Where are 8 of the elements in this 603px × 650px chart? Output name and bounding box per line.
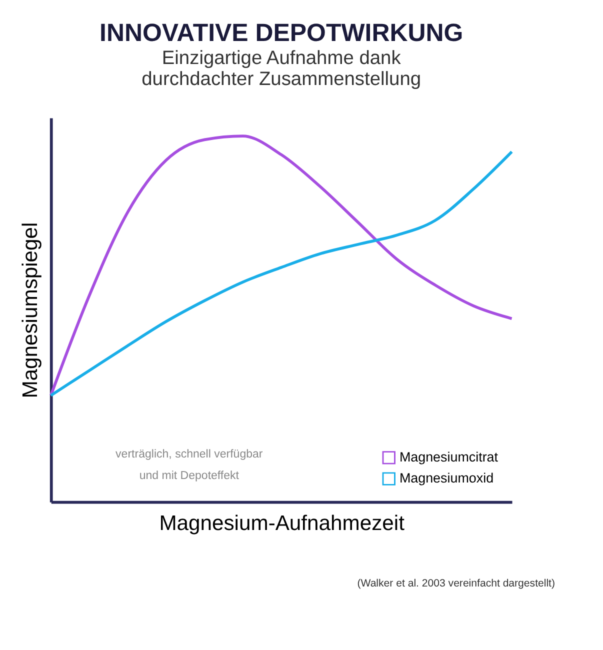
x-axis-title: Magnesium-Aufnahmezeit (159, 512, 405, 536)
legend-label: Magnesiumcitrat (399, 450, 498, 465)
y-axis-title: Magnesiumspiegel (18, 222, 42, 398)
text: (Walker et al. 2003 vereinfacht dargestellt) (357, 577, 555, 590)
legend-label: Magnesiumoxid (399, 470, 494, 486)
chart-subtitle: Einzigartige Aufnahme dank durchdachter Zusammenstellung (142, 48, 422, 90)
chart-title: INNOVATIVE DEPOTWIRKUNG (100, 18, 464, 47)
annotation: verträglich, schnell verfügbar und mit Depoteffekt (116, 448, 263, 482)
